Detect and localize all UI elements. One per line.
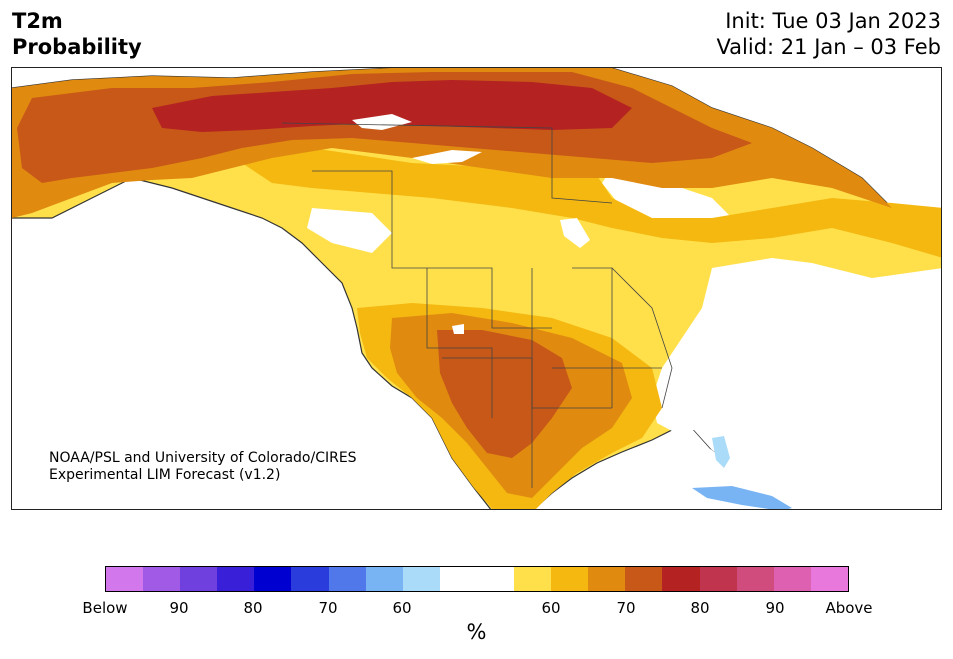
credit-text: NOAA/PSL and University of Colorado/CIRE… bbox=[49, 450, 357, 484]
colorbar-segment bbox=[365, 567, 403, 591]
tick-below-80: 80 bbox=[243, 599, 263, 617]
below-65-cuba bbox=[692, 486, 792, 509]
colorbar-segment bbox=[625, 567, 663, 591]
colorbar-segment bbox=[662, 567, 700, 591]
great-bear-lake bbox=[352, 114, 412, 130]
colorbar-unit: % bbox=[466, 620, 487, 644]
colorbar-ticks: Below 90 80 70 60 60 70 80 90 Above bbox=[0, 599, 953, 619]
colorbar-segment bbox=[254, 567, 292, 591]
colorbar-segment bbox=[143, 567, 181, 591]
colorbar-segment bbox=[180, 567, 218, 591]
colorbar bbox=[105, 566, 849, 592]
tick-below-90: 90 bbox=[169, 599, 189, 617]
valid-range: Valid: 21 Jan – 03 Feb bbox=[716, 35, 941, 59]
title-right: Init: Tue 03 Jan 2023 Valid: 21 Jan – 03… bbox=[716, 8, 941, 60]
colorbar-segment bbox=[217, 567, 255, 591]
tick-above-80: 80 bbox=[690, 599, 710, 617]
tick-above-70: 70 bbox=[616, 599, 636, 617]
tick-below: Below bbox=[82, 599, 128, 617]
tick-below-60: 60 bbox=[392, 599, 412, 617]
above-65-band bbox=[242, 148, 941, 258]
variable-subtitle: Probability bbox=[12, 35, 142, 59]
colorbar-segment bbox=[551, 567, 589, 591]
colorbar-segment bbox=[773, 567, 811, 591]
political-borders bbox=[281, 122, 673, 488]
tick-above: Above bbox=[825, 599, 873, 617]
colorbar-segment bbox=[439, 567, 477, 591]
tick-below-70: 70 bbox=[318, 599, 338, 617]
credit-line-2: Experimental LIM Forecast (v1.2) bbox=[49, 467, 281, 483]
probability-map bbox=[12, 68, 941, 509]
colorbar-segment bbox=[736, 567, 774, 591]
great-slave-lake bbox=[412, 150, 482, 164]
colorbar-segment bbox=[328, 567, 366, 591]
great-salt-lake bbox=[452, 324, 464, 334]
init-date: Init: Tue 03 Jan 2023 bbox=[725, 9, 941, 33]
colorbar-segment bbox=[699, 567, 737, 591]
tick-above-60: 60 bbox=[541, 599, 561, 617]
credit-line-1: NOAA/PSL and University of Colorado/CIRE… bbox=[49, 450, 357, 466]
tick-above-90: 90 bbox=[765, 599, 785, 617]
colorbar-segment bbox=[106, 567, 144, 591]
colorbar-segment bbox=[514, 567, 552, 591]
colorbar-segment bbox=[402, 567, 440, 591]
colorbar-segment bbox=[291, 567, 329, 591]
near-normal-east bbox=[652, 258, 941, 458]
colorbar-segment bbox=[810, 567, 848, 591]
below-60-florida bbox=[712, 436, 730, 468]
colorbar-segment bbox=[476, 567, 515, 591]
lake-winnipeg bbox=[560, 218, 590, 248]
title-left: T2m Probability bbox=[12, 8, 142, 60]
variable-title: T2m bbox=[12, 9, 63, 33]
above-80-arctic bbox=[152, 80, 632, 132]
above-75-southwest bbox=[437, 330, 572, 458]
map-panel bbox=[11, 67, 942, 510]
colorbar-segment bbox=[588, 567, 626, 591]
near-normal-west-canada bbox=[307, 208, 392, 253]
